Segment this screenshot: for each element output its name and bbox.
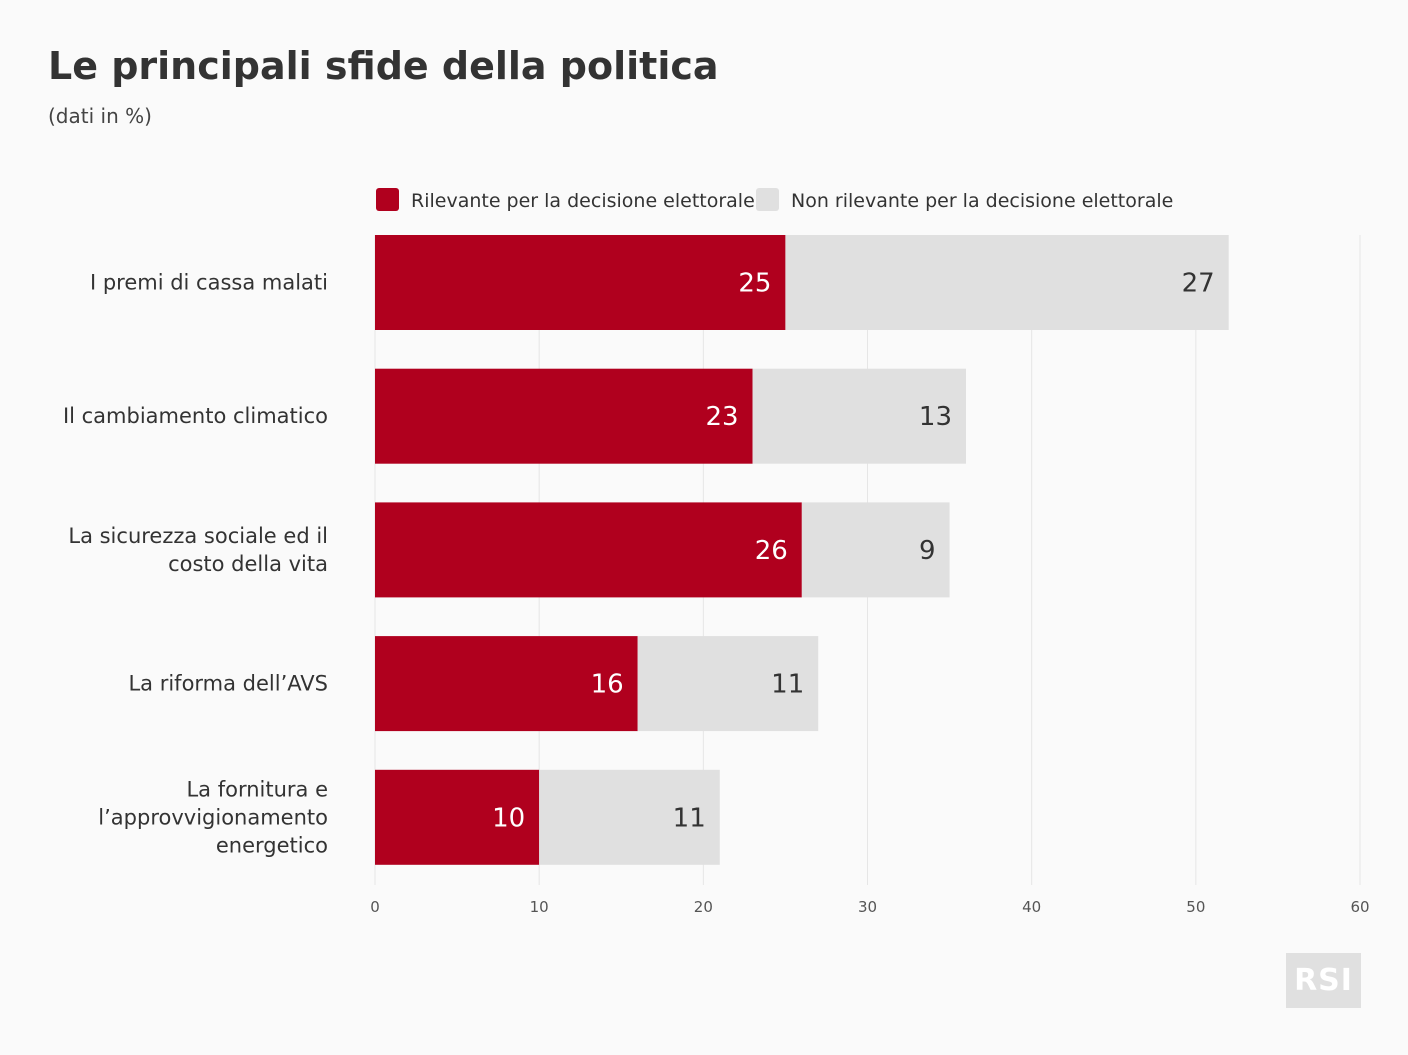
data-label-non-rilevante-3: 9	[919, 536, 936, 566]
category-label-4: La riforma dell’AVS	[128, 672, 328, 696]
x-tick-label-60: 60	[1350, 898, 1369, 916]
bar-rilevante-1	[375, 235, 786, 330]
category-label-2: Il cambiamento climatico	[63, 404, 328, 428]
x-tick-label-20: 20	[694, 898, 713, 916]
category-label-3: La sicurezza sociale ed il costo della vi…	[68, 524, 328, 576]
legend: Rilevante per la decisione elettorale Non…	[376, 188, 1173, 212]
bar-rilevante-3	[375, 502, 802, 598]
category-label-1: I premi di cassa malati	[90, 271, 328, 295]
rsi-logo: RSI	[1286, 953, 1361, 1008]
data-label-non-rilevante-2: 13	[919, 402, 952, 432]
x-tick-label-10: 10	[530, 898, 549, 916]
data-label-rilevante-1: 25	[738, 269, 771, 299]
legend-swatch-2	[756, 188, 779, 211]
data-label-rilevante-5: 10	[492, 803, 525, 833]
legend-label-2: Non rilevante per la decisione elettoral…	[791, 190, 1173, 212]
bars: 25 27 23 13 26 9 16 11 10 11	[375, 235, 1229, 865]
bar-rilevante-2	[375, 368, 753, 464]
chart-title: Le principali sfide della politica	[48, 44, 719, 88]
legend-swatch-1	[376, 188, 399, 211]
x-axis-ticks: 0 10 20 30 40 50 60	[370, 898, 1369, 916]
bar-non-rilevante-3	[801, 502, 950, 598]
bar-rilevante-5	[375, 769, 540, 865]
bar-non-rilevante-5	[539, 769, 720, 865]
x-tick-label-40: 40	[1022, 898, 1041, 916]
category-label-5: La fornitura e l’approvvigionamento energe…	[98, 777, 328, 857]
data-label-non-rilevante-4: 11	[771, 670, 804, 700]
legend-label-1: Rilevante per la decisione elettorale	[411, 190, 755, 212]
bar-non-rilevante-4	[637, 636, 819, 732]
chart-subtitle: (dati in %)	[48, 104, 152, 128]
data-label-non-rilevante-5: 11	[673, 803, 706, 833]
data-label-rilevante-2: 23	[705, 402, 738, 432]
bar-rilevante-4	[375, 636, 638, 732]
data-label-non-rilevante-1: 27	[1182, 269, 1215, 299]
x-tick-label-30: 30	[858, 898, 877, 916]
data-label-rilevante-3: 26	[755, 536, 788, 566]
bar-non-rilevante-2	[752, 368, 966, 464]
category-labels: I premi di cassa malati Il cambiamento cl…	[63, 271, 328, 858]
bar-non-rilevante-1	[785, 235, 1229, 330]
data-label-rilevante-4: 16	[591, 670, 624, 700]
x-tick-label-0: 0	[370, 898, 380, 916]
x-tick-label-50: 50	[1186, 898, 1205, 916]
